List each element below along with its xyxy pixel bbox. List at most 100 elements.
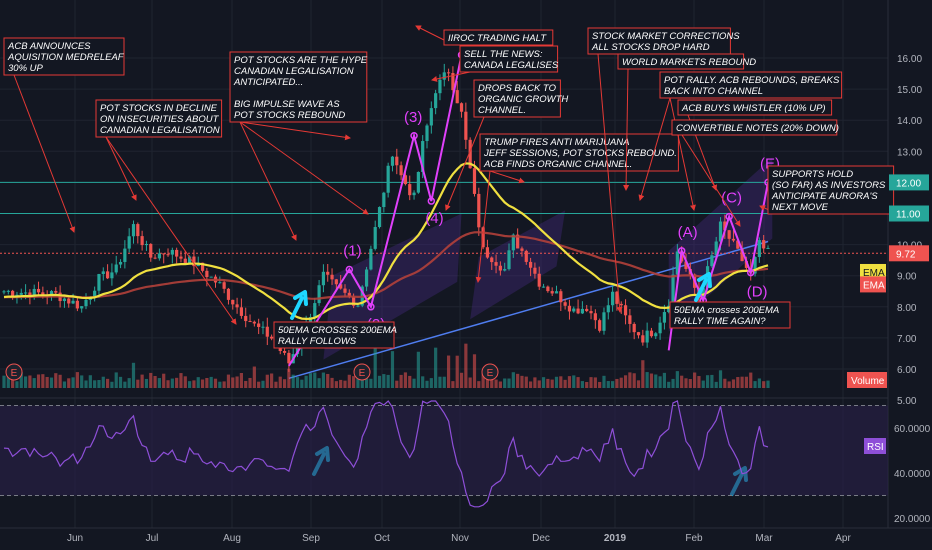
candle-body: [54, 291, 58, 293]
candle-body: [71, 300, 75, 304]
annotation-text: POT STOCKS ARE THE HYPE: [234, 55, 368, 66]
volume-bar: [472, 354, 477, 388]
annotation-text: 50EMA CROSSES 200EMA: [278, 325, 397, 336]
volume-bar: [261, 380, 265, 388]
annotation-text: TRUMP FIRES ANTI MARIJUANA: [484, 137, 630, 148]
rally-arrow-icon: [290, 296, 304, 320]
candle-body: [36, 288, 41, 293]
candle-body: [317, 285, 321, 304]
price-tag-label: 12.00: [896, 178, 921, 189]
candle-body: [166, 254, 170, 256]
candle-body: [589, 311, 593, 314]
wave-point: [345, 265, 354, 274]
volume-bar: [136, 379, 140, 388]
volume-tag: [847, 372, 887, 388]
candle-body: [757, 240, 761, 258]
volume-bar: [231, 377, 235, 388]
annotation-box: [671, 119, 838, 136]
volume-bar: [62, 381, 67, 388]
candle-body: [641, 335, 645, 343]
annotation-arrow: [475, 170, 491, 283]
candle-body: [628, 315, 632, 324]
candle-body: [623, 305, 628, 316]
volume-bar: [2, 375, 6, 388]
annotation-box: [677, 99, 833, 116]
volume-bar: [153, 376, 157, 388]
candle-body: [101, 271, 105, 275]
volume-bar: [598, 381, 602, 388]
price-tick-label: 16.00: [897, 54, 922, 65]
candle-body: [403, 175, 408, 185]
candle-body: [382, 192, 386, 208]
candle-body: [343, 288, 347, 293]
candle-body: [110, 272, 114, 279]
annotation-text: AQUISITION MEDRELEAF: [7, 52, 125, 63]
volume-bar: [347, 374, 351, 388]
volume-bar: [606, 381, 610, 388]
annotation-arrow: [489, 170, 525, 184]
volume-bar: [352, 376, 356, 388]
candle-body: [218, 282, 222, 284]
candle-body: [15, 294, 19, 296]
volume-bar: [641, 360, 645, 388]
candle-body: [347, 292, 351, 297]
ema-50-line: [3, 162, 769, 321]
axes: 16.0015.0014.0013.0012.0011.0010.009.008…: [67, 54, 931, 544]
annotation-arrow: [239, 121, 297, 241]
annotation-text: RALLY FOLLOWS: [278, 336, 357, 347]
candle-body: [464, 111, 468, 140]
price-tag: [889, 174, 929, 191]
candle-body: [438, 79, 442, 94]
annotation-text: BIG IMPULSE WAVE AS: [234, 99, 340, 110]
volume-bar: [386, 374, 390, 388]
volume-bar: [395, 380, 399, 388]
candle-body: [602, 312, 606, 331]
annotation-text: ACB ANNOUNCES: [7, 41, 91, 52]
rsi-tick-label: 20.0000: [894, 514, 931, 525]
volume-bar: [632, 373, 636, 388]
candle-body: [127, 236, 131, 249]
volume-bar: [762, 381, 766, 388]
volume-bar: [183, 376, 187, 388]
candle-body: [611, 291, 615, 306]
volume-bar: [524, 376, 528, 388]
volume-bar: [498, 381, 502, 388]
volume-bar: [425, 380, 429, 388]
volume-bar: [377, 375, 382, 388]
volume-bar: [654, 374, 658, 388]
volume-bar: [731, 379, 736, 388]
volume-bar: [464, 343, 468, 388]
candle-body: [369, 248, 373, 270]
candle-body: [425, 125, 429, 142]
candle-body: [598, 320, 602, 331]
volume-bar: [222, 381, 226, 388]
annotation-text: CHANNEL.: [478, 105, 526, 116]
volume-bar: [455, 355, 459, 388]
candle-body: [123, 248, 127, 262]
earnings-marker-icon: [5, 363, 23, 381]
volume-bar: [373, 343, 377, 388]
annotation-text: SELL THE NEWS:: [464, 49, 543, 60]
candle-body: [718, 221, 723, 242]
earnings-marker-icon: [353, 363, 371, 381]
price-tick-label: 6.00: [897, 365, 917, 376]
candle-body: [701, 288, 705, 299]
volume-bar: [200, 379, 205, 388]
candle-body: [183, 258, 187, 264]
candle-body: [192, 256, 196, 267]
volume-bar: [45, 376, 49, 388]
volume-bar: [766, 380, 770, 388]
volume-bar: [218, 381, 222, 388]
volume-bar: [554, 376, 559, 388]
annotation-arrow: [239, 121, 369, 215]
volume-bar: [412, 378, 416, 388]
volume-bar: [265, 374, 269, 388]
volume-bar: [58, 374, 62, 388]
annotation-text: SUPPORTS HOLD: [772, 169, 853, 180]
volume-bar: [54, 373, 58, 388]
volume-bar: [390, 351, 395, 388]
volume-bar: [84, 380, 88, 388]
volume-bar: [611, 381, 615, 388]
